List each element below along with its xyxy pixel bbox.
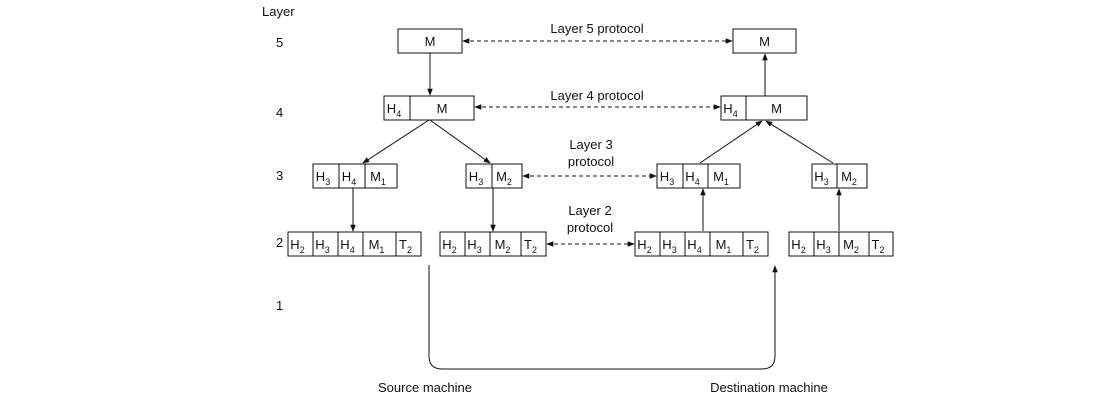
packet-cell-label: M2 xyxy=(496,169,512,187)
packet-cell xyxy=(491,163,523,189)
destination-layer5-packet: M xyxy=(732,28,797,54)
packet-cell-label: M1 xyxy=(369,237,385,255)
packet-cell-label: H3 xyxy=(316,169,330,187)
packet-cell-label: T2 xyxy=(872,237,885,255)
layer-5-label: 5 xyxy=(276,35,283,50)
packet-cell-label: H3 xyxy=(814,169,828,187)
layer4-protocol-label: Layer 4 protocol xyxy=(550,88,643,103)
arrow-src-l4-to-l3a xyxy=(362,119,430,164)
packet-cell-label: T2 xyxy=(399,237,412,255)
layer-axis-title: Layer xyxy=(262,4,295,19)
arrow-dst-l3b-to-l4 xyxy=(765,120,834,164)
destination-layer4-packet: H4 M xyxy=(720,95,808,121)
packet-cell-label: T2 xyxy=(746,237,759,255)
source-layer5-packet: M xyxy=(397,28,463,54)
arrow-dst-l3a-to-l4 xyxy=(699,120,763,164)
packet-cell xyxy=(312,163,340,189)
packet-cell xyxy=(383,95,411,121)
packet-cell xyxy=(659,231,686,257)
packet-cell-label: H2 xyxy=(791,237,805,255)
source-layer3-packet-1: H3 H4 M1 xyxy=(312,163,398,189)
packet-cell xyxy=(364,163,398,189)
packet-cell-label: M xyxy=(759,34,770,49)
source-layer3-packet-2: H3 M2 xyxy=(465,163,523,189)
destination-layer3-packet-1: H3 H4 M1 xyxy=(656,163,741,189)
layer3-protocol-label-line2: protocol xyxy=(568,154,614,169)
packet-cell-label: H3 xyxy=(469,169,483,187)
packet-cell-label: H4 xyxy=(342,169,356,187)
layer-3-label: 3 xyxy=(276,168,283,183)
destination-layer3-packet-2: H3 M2 xyxy=(811,163,868,189)
layer-2-label: 2 xyxy=(276,235,283,250)
packet-cell-label: M2 xyxy=(843,237,859,255)
packet-cell xyxy=(836,163,868,189)
destination-layer2-packet-1: H2 H3 H4 M1 T2 xyxy=(634,231,769,257)
packet-cell-label: H3 xyxy=(662,237,676,255)
packet-cell-label: M2 xyxy=(495,237,511,255)
packet-cell xyxy=(745,95,808,121)
packet-cell-label: H3 xyxy=(315,237,329,255)
packet-cell-label: H3 xyxy=(467,237,481,255)
source-layer2-packet-2: H2 H3 M2 T2 xyxy=(439,231,547,257)
packet-cell xyxy=(439,231,466,257)
packet-cell xyxy=(813,231,840,257)
packet-cell-label: H2 xyxy=(442,237,456,255)
packet-cell-label: H4 xyxy=(687,237,701,255)
packet-cell xyxy=(312,231,339,257)
packet-cell-label: M1 xyxy=(370,169,386,187)
packet-cell xyxy=(732,28,797,54)
packet-cell xyxy=(707,163,741,189)
packet-cell xyxy=(395,231,422,257)
destination-layer2-packet-2: H2 H3 M2 T2 xyxy=(788,231,894,257)
packet-cell xyxy=(520,231,547,257)
packet-cell xyxy=(634,231,661,257)
packet-cell xyxy=(788,231,815,257)
packet-cell xyxy=(397,28,463,54)
packet-cell xyxy=(465,163,493,189)
packet-cell xyxy=(338,163,366,189)
packet-cell-label: H4 xyxy=(340,237,354,255)
destination-machine-label: Destination machine xyxy=(710,380,828,395)
layer5-protocol-label: Layer 5 protocol xyxy=(550,21,643,36)
packet-cell xyxy=(464,231,491,257)
packet-cell-label: T2 xyxy=(524,237,537,255)
source-layer2-packet-1: H2 H3 H4 M1 T2 xyxy=(287,231,422,257)
packet-cell xyxy=(362,231,397,257)
packet-cell xyxy=(409,95,475,121)
source-layer4-packet: H4 M xyxy=(383,95,475,121)
arrow-src-l4-to-l3b xyxy=(429,119,491,164)
layer-1-label: 1 xyxy=(276,298,283,313)
packet-cell-label: M1 xyxy=(716,237,732,255)
packet-cell-label: H4 xyxy=(685,169,699,187)
packet-cell-label: M1 xyxy=(713,169,729,187)
packet-cell-label: M xyxy=(771,101,782,116)
packet-cell-label: H4 xyxy=(387,101,401,119)
packet-cell xyxy=(656,163,684,189)
layer2-protocol-label-line1: Layer 2 xyxy=(568,203,611,218)
packet-cell-label: H4 xyxy=(723,101,737,119)
packet-cell-label: H2 xyxy=(637,237,651,255)
packet-cell-label: H3 xyxy=(660,169,674,187)
packet-cell-label: H2 xyxy=(290,237,304,255)
packet-cell xyxy=(868,231,894,257)
source-machine-label: Source machine xyxy=(378,380,472,395)
packet-cell xyxy=(742,231,769,257)
packet-cell xyxy=(720,95,747,121)
layer-4-label: 4 xyxy=(276,105,283,120)
packet-cell xyxy=(682,163,709,189)
packet-cell xyxy=(684,231,711,257)
layer3-protocol-label-line1: Layer 3 xyxy=(569,137,612,152)
packet-cell-label: M2 xyxy=(841,169,857,187)
packet-cell-label: M xyxy=(425,34,436,49)
packet-cell-label: H3 xyxy=(816,237,830,255)
packet-cell-label: M xyxy=(437,101,448,116)
layer2-protocol-label-line2: protocol xyxy=(567,220,613,235)
physical-medium-path xyxy=(428,265,778,370)
